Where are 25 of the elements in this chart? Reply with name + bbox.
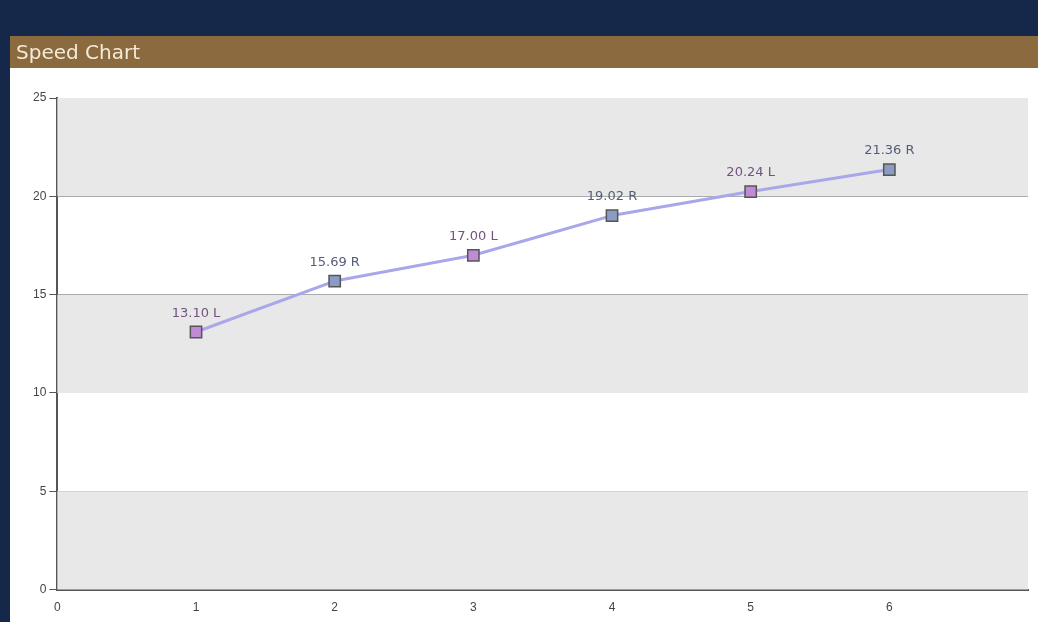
x-tick-label: 0 xyxy=(54,600,61,615)
point xyxy=(466,248,480,262)
data-label: 17.00 L xyxy=(449,228,499,244)
y-tick-label: 25 xyxy=(32,90,47,105)
data-label: 15.69 R xyxy=(309,253,360,269)
y-tick-label: 20 xyxy=(32,188,47,203)
data-label: 13.10 L xyxy=(171,304,222,320)
x-tick-label: 6 xyxy=(885,600,893,615)
x-tick-label: 4 xyxy=(608,600,616,615)
data-label: 19.02 R xyxy=(586,188,638,204)
x-tick-label: 5 xyxy=(747,600,755,615)
y-tick-label: 0 xyxy=(39,581,47,596)
y-tick-label: 10 xyxy=(32,385,47,400)
x-tick-label: 2 xyxy=(331,600,339,615)
point xyxy=(744,185,758,199)
data-label: 20.24 L xyxy=(726,164,776,180)
y-tick-label: 15 xyxy=(32,286,47,301)
x-tick-label: 1 xyxy=(192,600,200,615)
chart-title: Speed Chart xyxy=(10,36,1038,68)
point xyxy=(605,209,619,222)
point xyxy=(328,274,342,288)
y-tick-label: 5 xyxy=(39,483,47,498)
data-label: 21.36 R xyxy=(864,142,915,158)
x-tick-label: 3 xyxy=(470,600,477,615)
point xyxy=(882,163,896,176)
